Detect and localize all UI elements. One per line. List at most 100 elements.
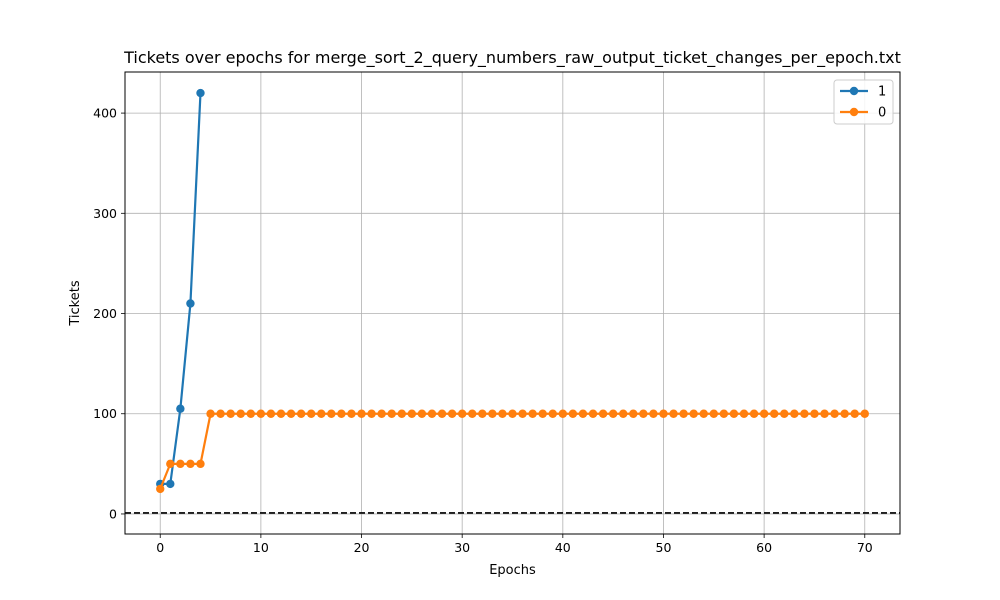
data-point <box>699 409 708 418</box>
data-point <box>357 409 366 418</box>
series-group <box>156 88 869 494</box>
data-point <box>790 409 799 418</box>
data-point <box>176 459 185 469</box>
data-point <box>840 409 849 418</box>
data-point <box>608 409 618 418</box>
data-point <box>296 409 306 418</box>
data-point <box>488 409 497 418</box>
data-point <box>619 409 628 418</box>
data-point <box>196 459 205 469</box>
data-point <box>156 484 165 494</box>
data-point <box>568 409 578 418</box>
legend-label: 0 <box>878 106 886 121</box>
data-point <box>518 409 527 418</box>
data-point <box>780 409 789 418</box>
data-point <box>256 409 266 418</box>
data-point <box>548 409 557 418</box>
data-point <box>437 409 447 418</box>
data-point <box>347 409 356 418</box>
data-point <box>367 409 376 418</box>
data-point <box>447 409 457 418</box>
data-point <box>387 409 396 418</box>
x-axis-label: Epochs <box>489 563 536 578</box>
series-0 <box>156 409 869 494</box>
data-point <box>598 409 608 418</box>
plot-frame <box>124 71 901 535</box>
chart-title: Tickets over epochs for merge_sort_2_que… <box>123 48 901 68</box>
data-point <box>729 409 739 418</box>
data-point <box>186 299 195 308</box>
data-point <box>588 409 598 418</box>
data-point <box>830 409 839 418</box>
data-point <box>498 409 507 418</box>
data-point <box>166 459 175 469</box>
axis-ticks: 0 10 20 30 40 50 60 70 0 100 200 300 400 <box>93 106 873 555</box>
data-point <box>558 409 568 418</box>
x-tick-label: 0 <box>156 540 164 555</box>
data-point <box>669 409 678 418</box>
data-point <box>810 409 819 418</box>
legend-swatch-marker <box>849 86 859 96</box>
data-point <box>186 459 195 469</box>
data-point <box>478 409 487 418</box>
x-tick-label: 40 <box>555 540 571 555</box>
y-tick-label: 400 <box>93 106 117 121</box>
x-tick-label: 50 <box>656 540 672 555</box>
data-point <box>508 409 517 418</box>
data-point <box>236 409 245 418</box>
data-point <box>749 409 759 418</box>
data-point <box>286 409 296 418</box>
data-point <box>377 409 386 418</box>
data-point <box>337 409 346 418</box>
data-point <box>206 409 215 418</box>
y-axis-label: Tickets <box>68 280 83 326</box>
x-tick-label: 60 <box>756 540 772 555</box>
data-point <box>528 409 537 418</box>
x-tick-label: 70 <box>857 540 873 555</box>
data-point <box>860 409 869 418</box>
data-point <box>166 479 175 489</box>
data-point <box>216 409 225 418</box>
data-point <box>759 409 769 418</box>
x-tick-label: 20 <box>354 540 370 555</box>
data-point <box>457 409 467 418</box>
data-point <box>850 409 859 418</box>
y-tick-label: 0 <box>109 506 117 521</box>
data-point <box>769 409 779 418</box>
data-point <box>649 409 658 418</box>
series-1 <box>156 88 205 489</box>
y-tick-label: 300 <box>93 206 117 221</box>
data-point <box>538 409 547 418</box>
data-point <box>578 409 588 418</box>
x-tick-label: 10 <box>253 540 269 555</box>
legend-entry: 0 <box>840 106 886 121</box>
data-point <box>196 88 205 98</box>
data-point <box>407 409 417 418</box>
data-point <box>629 409 638 418</box>
data-point <box>307 409 316 418</box>
data-point <box>176 404 185 413</box>
data-point <box>226 409 235 418</box>
x-tick-label: 30 <box>454 540 470 555</box>
data-point <box>327 409 336 418</box>
data-point <box>397 409 406 418</box>
y-tick-label: 200 <box>93 306 117 321</box>
data-point <box>709 409 718 418</box>
data-point <box>417 409 427 418</box>
legend-label: 1 <box>878 85 886 100</box>
legend-swatch-marker <box>849 107 859 117</box>
data-point <box>468 409 477 418</box>
data-point <box>639 409 648 418</box>
data-point <box>266 409 276 418</box>
data-point <box>246 409 256 418</box>
legend: 10 <box>833 79 894 125</box>
data-point <box>427 409 437 418</box>
data-point <box>820 409 829 418</box>
data-point <box>739 409 749 418</box>
y-tick-label: 100 <box>93 406 117 421</box>
data-point <box>719 409 729 418</box>
data-point <box>659 409 668 418</box>
data-point <box>317 409 326 418</box>
